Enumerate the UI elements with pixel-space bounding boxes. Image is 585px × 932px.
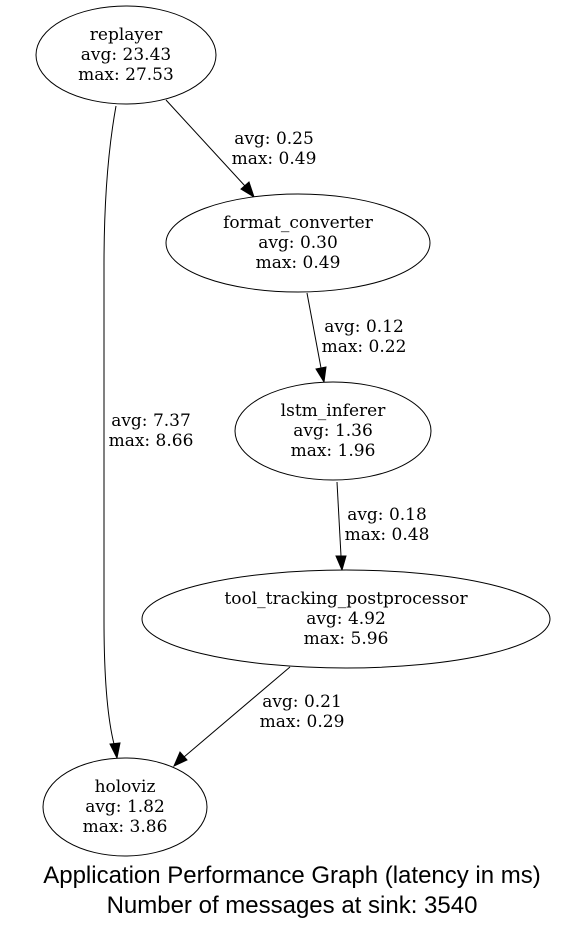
- graph-caption-title: Application Performance Graph (latency i…: [43, 862, 541, 889]
- node-avg-label: avg: 0.30: [258, 233, 338, 253]
- edge-avg-label: avg: 0.25: [234, 129, 314, 149]
- node-max-label: max: 0.49: [256, 253, 341, 273]
- node-avg-label: avg: 4.92: [306, 609, 386, 629]
- edge-tool-tracking-postprocessor-to-holoviz: avg: 0.21 max: 0.29: [173, 666, 345, 767]
- edge-max-label: max: 0.22: [322, 337, 407, 357]
- edge-lstm-inferer-to-tool-tracking-postprocessor: avg: 0.18 max: 0.48: [335, 481, 430, 572]
- node-max-label: max: 3.86: [83, 817, 168, 837]
- edge-avg-label: avg: 0.18: [347, 505, 427, 525]
- edge-avg-label: avg: 7.37: [111, 411, 191, 431]
- node-max-label: max: 1.96: [291, 441, 376, 461]
- node-holoviz: holoviz avg: 1.82 max: 3.86: [42, 757, 208, 857]
- node-avg-label: avg: 1.36: [293, 421, 373, 441]
- node-max-label: max: 27.53: [78, 65, 174, 85]
- edge-format-converter-to-lstm-inferer: avg: 0.12 max: 0.22: [306, 292, 407, 384]
- node-avg-label: avg: 23.43: [81, 45, 171, 65]
- edge-max-label: max: 8.66: [109, 431, 194, 451]
- node-replayer: replayer avg: 23.43 max: 27.53: [35, 5, 217, 105]
- node-name-label: lstm_inferer: [281, 401, 387, 421]
- edge-avg-label: avg: 0.21: [262, 692, 342, 712]
- edge-avg-label: avg: 0.12: [324, 317, 404, 337]
- node-name-label: replayer: [90, 25, 163, 45]
- edge-max-label: max: 0.49: [232, 149, 317, 169]
- node-tool-tracking-postprocessor: tool_tracking_postprocessor avg: 4.92 ma…: [141, 569, 551, 669]
- node-max-label: max: 5.96: [304, 629, 389, 649]
- node-avg-label: avg: 1.82: [85, 797, 165, 817]
- edge-replayer-to-format-converter: avg: 0.25 max: 0.49: [165, 99, 317, 199]
- node-name-label: holoviz: [95, 777, 156, 797]
- edge-max-label: max: 0.48: [345, 525, 430, 545]
- node-name-label: tool_tracking_postprocessor: [224, 589, 468, 609]
- edge-max-label: max: 0.29: [260, 712, 345, 732]
- node-name-label: format_converter: [223, 213, 374, 233]
- graph-caption-sink-count: Number of messages at sink: 3540: [107, 892, 478, 919]
- edge-replayer-to-holoviz: avg: 7.37 max: 8.66: [103, 105, 194, 760]
- node-lstm-inferer: lstm_inferer avg: 1.36 max: 1.96: [234, 381, 432, 481]
- node-format-converter: format_converter avg: 0.30 max: 0.49: [165, 193, 431, 293]
